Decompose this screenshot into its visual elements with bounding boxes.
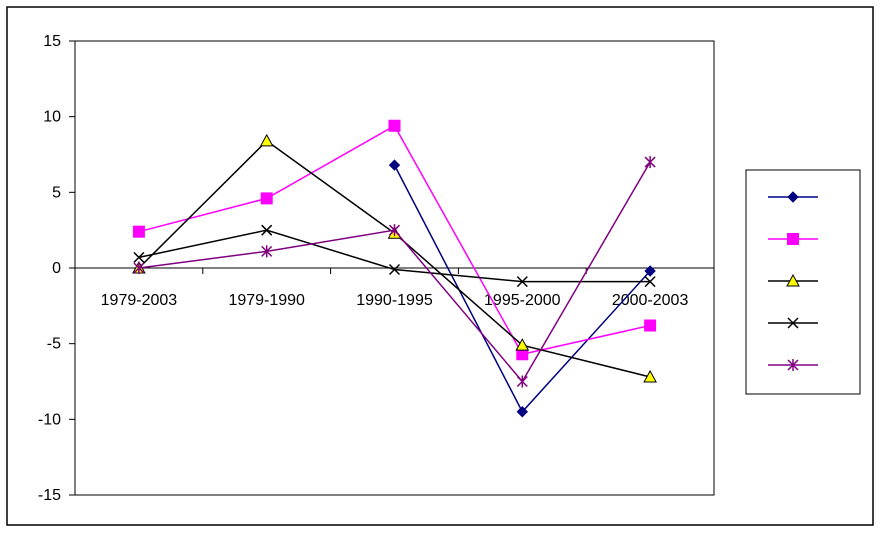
data-point-marker [516,276,528,288]
data-point-marker [261,224,273,236]
data-point-marker [787,191,799,203]
data-point-marker [388,263,401,276]
x-tick-label: 1979-2003 [101,292,178,309]
legend [745,169,861,395]
data-point-marker [132,225,145,238]
series-2 [132,119,657,361]
data-point-marker [260,192,273,205]
data-point-marker [388,224,401,237]
y-tick-label: -10 [38,411,61,428]
x-tick-label: 1990-1995 [356,292,433,309]
data-point-marker [515,338,530,351]
data-point-marker [643,369,657,383]
series-5 [133,156,656,388]
data-point-marker [388,119,401,132]
legend-item [768,359,818,371]
data-point-marker [644,156,656,169]
data-point-marker [644,319,657,332]
legend-item [768,273,818,287]
y-tick-label: 10 [43,109,61,126]
y-tick-label: 0 [52,260,61,277]
data-point-marker [259,133,274,147]
data-point-marker [644,265,656,277]
x-axis: 1979-2003 1979-1990 1990-1995 1995-2000 2000… [74,267,715,309]
data-point-marker [787,317,799,329]
x-tick-label: 1995-2000 [484,292,561,309]
data-point-marker [516,375,528,388]
data-point-marker [133,251,145,263]
data-point-marker [787,233,799,245]
legend-item [768,233,818,245]
y-tick-label: -15 [38,487,61,504]
y-tick-label: 15 [43,33,61,50]
data-point-marker [516,348,529,361]
data-point-marker [133,262,145,274]
data-point-marker [388,159,401,171]
data-point-marker [786,273,800,287]
y-tick-label: -5 [47,336,61,353]
data-point-marker [261,245,273,258]
legend-item [768,317,818,329]
legend-item [768,191,818,203]
x-tick-label: 2000-2003 [612,292,689,309]
data-point-marker [516,406,529,418]
series-layer [132,119,657,418]
legend-box [745,169,861,395]
data-point-marker [644,276,656,288]
x-tick-label: 1979-1990 [228,292,305,309]
y-tick-label: 5 [52,184,61,201]
series-4 [133,224,656,288]
data-point-marker [787,359,799,371]
y-axis: 15 10 5 0 -5 -10 -15 [38,33,75,504]
series-1 [388,159,656,418]
